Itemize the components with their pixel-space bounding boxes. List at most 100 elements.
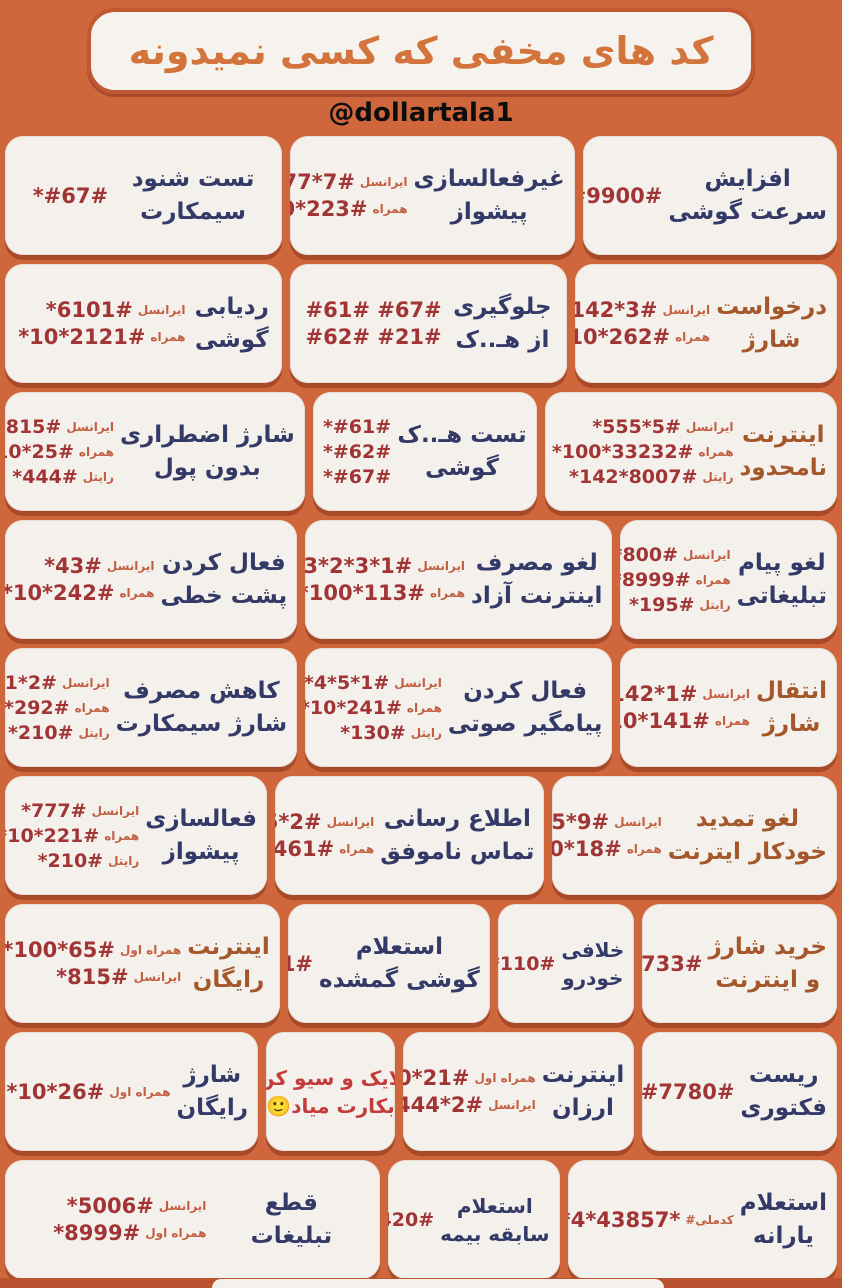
- card-codes: *#67#: [33, 184, 108, 208]
- code-line: همراه *100*33232#: [552, 441, 734, 463]
- ussd-code: *10*2121#: [18, 325, 146, 349]
- code-line: *733#: [642, 952, 702, 976]
- operator-label: ایرانسل: [66, 419, 114, 434]
- code-card: فعالسازی پیشواز ایرانسل *777# همراه *10*221#…: [5, 776, 267, 895]
- code-line: همراه *10*221#: [5, 825, 139, 847]
- operator-label: همراه: [406, 700, 442, 715]
- ussd-code: *10*2461#: [274, 837, 335, 861]
- card-codes: ایرانسل *142*1# همراه *10*141#: [620, 682, 750, 733]
- ussd-code: *210#: [37, 849, 104, 872]
- code-line: ایرانسل *555*4*5*2#: [275, 810, 374, 834]
- code-line: ایرانسل *5006#: [67, 1194, 207, 1218]
- code-line: همراه *10*262#: [575, 325, 710, 349]
- card-title: لغو مصرف اینترنت آزاد: [471, 550, 603, 609]
- code-line: همراه *100*18#: [552, 837, 661, 861]
- operator-label: همراه اول: [120, 943, 182, 957]
- code-line: رایتل *142*8007#: [569, 466, 733, 488]
- code-card: جلوگیری از هـ..ک #61# #67# #62# #21#: [290, 264, 568, 383]
- ussd-code: *#7780#: [642, 1079, 735, 1104]
- code-line: همراه *10*292#: [5, 697, 110, 719]
- operator-label: ایرانسل: [662, 303, 711, 317]
- card-codes: *#9900#: [583, 184, 663, 208]
- ussd-code: *1111*2#: [5, 671, 57, 694]
- code-line: همراه *10*2461#: [275, 837, 374, 861]
- card-title: استعلام سابقه بیمه: [440, 1193, 550, 1246]
- operator-label: رایتل: [82, 469, 114, 484]
- operator-label: ایرانسل: [417, 559, 466, 573]
- card-codes: ایرانسل *6101# همراه *10*2121#: [18, 298, 185, 349]
- card-codes: ایرانسل *777*7# همراه *10*223#: [290, 170, 408, 221]
- code-line: ایرانسل *555*5#: [592, 416, 733, 438]
- ussd-code: *#9900#: [583, 183, 663, 208]
- card-title: شارژ اضطراری بدون پول: [119, 422, 295, 481]
- operator-label: ایرانسل: [158, 1199, 207, 1213]
- card-title: فعال کردن پشت خطی: [160, 550, 288, 609]
- ussd-code: *777#: [21, 799, 87, 822]
- operator-label: ایرانسل: [685, 419, 734, 434]
- ussd-code: *110#: [498, 952, 556, 975]
- ussd-code: *444#: [12, 465, 78, 488]
- card-codes: *733#: [642, 952, 702, 976]
- card-title: استعلام یارانه: [739, 1190, 827, 1249]
- ussd-code: *10*242#: [5, 581, 115, 605]
- ussd-code: *10*292#: [5, 696, 70, 719]
- card-codes: همراه اول *1000*21# ایرانسل *4444*2#: [403, 1066, 536, 1117]
- card-codes: ایرانسل *43# همراه *10*242#: [5, 554, 155, 605]
- card-codes: ایرانسل *777# همراه *10*221# رایتل *210#: [5, 799, 140, 872]
- ussd-code: *555*5#: [592, 415, 681, 438]
- code-line: *110#: [498, 953, 556, 975]
- operator-label: همراه اول: [109, 1084, 171, 1099]
- card-row: اینترنت نامحدود ایرانسل *555*5# همراه *100*3…: [5, 392, 837, 511]
- card-title: خرید شارژ و اینترنت: [708, 934, 827, 993]
- ussd-code: *8999#: [53, 1221, 141, 1245]
- card-codes: ایرانسل *800# همراه *8999# رایتل *195#: [620, 544, 731, 616]
- ussd-code: *815#: [5, 415, 62, 438]
- card-row: لغو تمدید خودکار ایترنت ایرانسل *555*5*9# ه…: [5, 776, 837, 895]
- operator-label: رایتل: [702, 469, 734, 484]
- code-line: ایرانسل *815#: [5, 416, 114, 438]
- code-line: همراه *10*141#: [620, 709, 750, 733]
- code-line: رایتل *210#: [38, 850, 140, 872]
- card-codes: *110#: [498, 953, 556, 975]
- card-title: تست شنود سیمکارت: [131, 166, 255, 225]
- operator-label: ایرانسل: [614, 815, 662, 829]
- ussd-code: *43#: [44, 554, 102, 578]
- operator-label: رایتل: [699, 597, 731, 612]
- code-line: #62# #21#: [306, 325, 442, 349]
- card-title: فعال کردن پیامگیر صوتی: [447, 678, 603, 737]
- operator-label: همراه: [372, 202, 408, 216]
- code-line: همراه *10*241#: [305, 697, 442, 719]
- code-line: همراه اول *8999#: [53, 1221, 206, 1245]
- code-line: *#67#: [33, 184, 108, 208]
- ussd-code: *195#: [629, 593, 695, 616]
- operator-label: رایتل: [410, 725, 442, 740]
- card-row: انتقال شارژ ایرانسل *142*1# همراه *10*141# فع…: [5, 648, 837, 767]
- ussd-code: *10*26#: [6, 1079, 105, 1104]
- operator-label: ایرانسل: [683, 547, 731, 562]
- ussd-code: *210#: [7, 721, 74, 744]
- code-line: *6101#: [288, 952, 313, 976]
- ussd-code: *4*43857*: [567, 1207, 681, 1232]
- ussd-code: #61# #67#: [305, 298, 442, 322]
- ussd-code: *777*7#: [290, 170, 355, 194]
- ussd-code: *#61#: [322, 415, 392, 438]
- code-card: ردیابی گوشی ایرانسل *6101# همراه *10*2121#: [4, 264, 283, 383]
- code-line: ایرانسل *555*4*5*1#: [305, 672, 442, 694]
- code-card: تست شنود سیمکارت *#67#: [5, 136, 283, 255]
- card-row: خرید شارژ و اینترنت*733#خلافی خودرو*110#…: [5, 904, 837, 1023]
- card-title: انتقال شارژ: [755, 678, 827, 737]
- code-line: *#61#: [323, 416, 391, 438]
- code-card: غیرفعالسازی پیشواز ایرانسل *777*7# همراه *10…: [290, 136, 575, 255]
- card-codes: *4*1420#: [388, 1209, 434, 1231]
- card-codes: #61# #67# #62# #21#: [306, 298, 442, 349]
- code-line: همراه *10*223#: [290, 197, 408, 221]
- card-title: اینترنت ارزان: [541, 1062, 625, 1121]
- card-title: افزایش سرعت گوشی: [668, 166, 827, 225]
- page-root: کد های مخفی که کسی نمیدونه @dollartala1 …: [0, 8, 842, 1288]
- cards-grid: افزایش سرعت گوشی*#9900# غیرفعالسازی پیشوا…: [0, 134, 842, 1279]
- operator-label: رایتل: [78, 725, 110, 740]
- code-line: *4*1420#: [388, 1209, 434, 1231]
- card-row: افزایش سرعت گوشی*#9900# غیرفعالسازی پیشوا…: [5, 136, 837, 255]
- ussd-code: #62# #21#: [305, 325, 442, 349]
- ussd-code: *10*25#: [5, 440, 74, 463]
